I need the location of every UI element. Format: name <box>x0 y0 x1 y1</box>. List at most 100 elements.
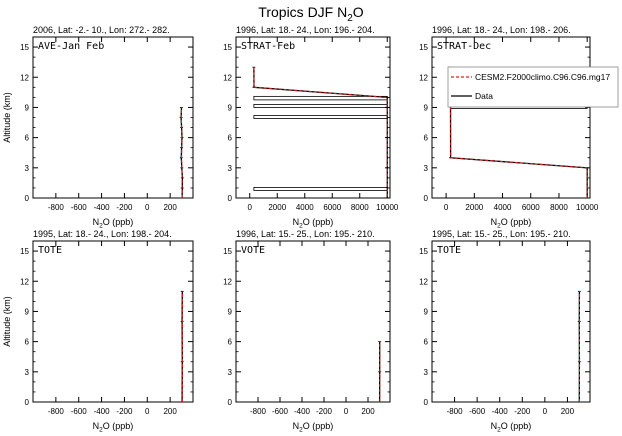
x-axis-label-tail: O (ppb) <box>103 217 134 227</box>
x-axis-label-tail: O (ppb) <box>103 421 134 431</box>
y-tick-label: 9 <box>424 103 429 112</box>
y-tick-label: 15 <box>419 43 428 52</box>
x-axis-label-tail: O (ppb) <box>501 421 532 431</box>
x-tick-label: -200 <box>514 407 531 416</box>
x-axis-label-sub: 2 <box>497 427 501 434</box>
figure-title-main: Tropics DJF N <box>258 4 347 20</box>
panel-3: 1996, Lat: 18.- 24., Lon: 198.- 206. STRA… <box>419 25 619 230</box>
x-axis-label-main: N <box>93 421 100 431</box>
x-tick-label: 200 <box>361 407 375 416</box>
y-tick-label: 3 <box>424 368 429 377</box>
panel-header: 1995, Lat: 15.- 25., Lon: 195.- 210. <box>432 229 571 239</box>
panel-frame <box>32 240 194 403</box>
level-band <box>253 104 388 108</box>
x-tick-label: 8000 <box>550 203 568 212</box>
x-axis-label: N2O (ppb) <box>293 217 334 230</box>
y-tick-label: 15 <box>223 247 232 256</box>
figure-title-tail: O <box>353 4 364 20</box>
y-tick-label: 0 <box>424 194 429 203</box>
panel-label: TOTE <box>437 245 461 256</box>
x-tick-label: 10000 <box>376 203 399 212</box>
x-axis-label: N2O (ppb) <box>491 421 532 434</box>
panel-label: STRAT-Feb <box>241 41 295 52</box>
x-tick-label: 2000 <box>465 203 483 212</box>
x-tick-label: 4000 <box>296 203 314 212</box>
level-band <box>253 187 388 191</box>
x-tick-label: -800 <box>48 203 65 212</box>
x-tick-label: -800 <box>447 407 464 416</box>
x-tick-label: 0 <box>543 407 548 416</box>
x-tick-label: -800 <box>250 407 267 416</box>
y-tick-label: 3 <box>228 368 233 377</box>
panel-label: TOTE <box>38 245 62 256</box>
y-tick-label: 12 <box>223 277 232 286</box>
x-tick-label: 200 <box>163 203 177 212</box>
level-band <box>253 115 388 119</box>
y-tick-label: 0 <box>228 398 233 407</box>
y-tick-label: 3 <box>25 368 30 377</box>
x-tick-label: -800 <box>48 407 65 416</box>
y-tick-label: 0 <box>424 398 429 407</box>
y-tick-label: 9 <box>424 307 429 316</box>
y-tick-label: 3 <box>25 164 30 173</box>
panel-header: 1996, Lat: 15.- 25., Lon: 195.- 210. <box>236 229 375 239</box>
x-tick-label: -200 <box>116 407 133 416</box>
x-axis-label: N2O (ppb) <box>491 217 532 230</box>
x-tick-label: 0 <box>444 203 449 212</box>
panel-header: 1995, Lat: 18.- 24., Lon: 198.- 204. <box>33 229 172 239</box>
panels: 2006, Lat: -2.- 10., Lon: 272.- 282. AVE-… <box>2 25 619 434</box>
x-axis-label-sub: 2 <box>299 223 303 230</box>
y-tick-label: 15 <box>20 247 29 256</box>
x-axis-label-tail: O (ppb) <box>303 421 334 431</box>
x-tick-label: -600 <box>71 203 88 212</box>
panel-header: 1996, Lat: 18.- 24., Lon: 198.- 206. <box>432 25 571 35</box>
panel-label: AVE-Jan Feb <box>38 41 104 52</box>
x-axis-label-sub: 2 <box>99 223 103 230</box>
panel-frame <box>235 36 391 199</box>
panel-header: 1996, Lat: 18.- 24., Lon: 196.- 204. <box>236 25 375 35</box>
x-tick-label: 2000 <box>268 203 286 212</box>
y-tick-label: 15 <box>20 43 29 52</box>
x-tick-label: 0 <box>344 407 349 416</box>
x-tick-label: -200 <box>116 203 133 212</box>
y-tick-label: 9 <box>228 307 233 316</box>
y-tick-label: 12 <box>20 73 29 82</box>
y-tick-label: 9 <box>25 307 30 316</box>
y-tick-label: 12 <box>419 277 428 286</box>
panel-frame <box>431 240 591 403</box>
panel-label: VOTE <box>241 245 265 256</box>
y-tick-label: 6 <box>424 338 429 347</box>
panel-frame <box>32 36 194 199</box>
x-axis-label-sub: 2 <box>299 427 303 434</box>
x-axis-label-main: N <box>293 421 300 431</box>
x-tick-label: 0 <box>145 203 150 212</box>
y-tick-label: 0 <box>25 194 30 203</box>
y-tick-label: 15 <box>419 247 428 256</box>
x-tick-label: 200 <box>561 407 575 416</box>
y-tick-label: 12 <box>419 73 428 82</box>
x-tick-label: -600 <box>71 407 88 416</box>
x-tick-label: 0 <box>145 407 150 416</box>
y-axis-label: Altitude (km) <box>2 92 12 143</box>
x-tick-label: 10000 <box>576 203 599 212</box>
x-tick-label: -400 <box>94 407 111 416</box>
y-tick-label: 15 <box>223 43 232 52</box>
data-line <box>253 67 388 198</box>
figure-title: Tropics DJF N2O <box>258 4 364 24</box>
x-tick-label: 6000 <box>323 203 341 212</box>
figure-title-sub: 2 <box>347 13 353 24</box>
panel-5: 1996, Lat: 15.- 25., Lon: 195.- 210. VOTE… <box>223 229 391 434</box>
x-axis-label-sub: 2 <box>497 223 501 230</box>
panel-label: STRAT-Dec <box>437 41 491 52</box>
y-tick-label: 0 <box>25 398 30 407</box>
y-tick-label: 6 <box>424 134 429 143</box>
y-tick-label: 9 <box>228 103 233 112</box>
model-line <box>449 67 588 198</box>
panel-header: 2006, Lat: -2.- 10., Lon: 272.- 282. <box>33 25 170 35</box>
legend: CESM2.F2000climo.C96.C96.mg17 Data <box>447 66 619 108</box>
y-tick-label: 9 <box>25 103 30 112</box>
y-tick-label: 6 <box>25 134 30 143</box>
y-tick-label: 3 <box>228 164 233 173</box>
x-tick-label: -400 <box>94 203 111 212</box>
